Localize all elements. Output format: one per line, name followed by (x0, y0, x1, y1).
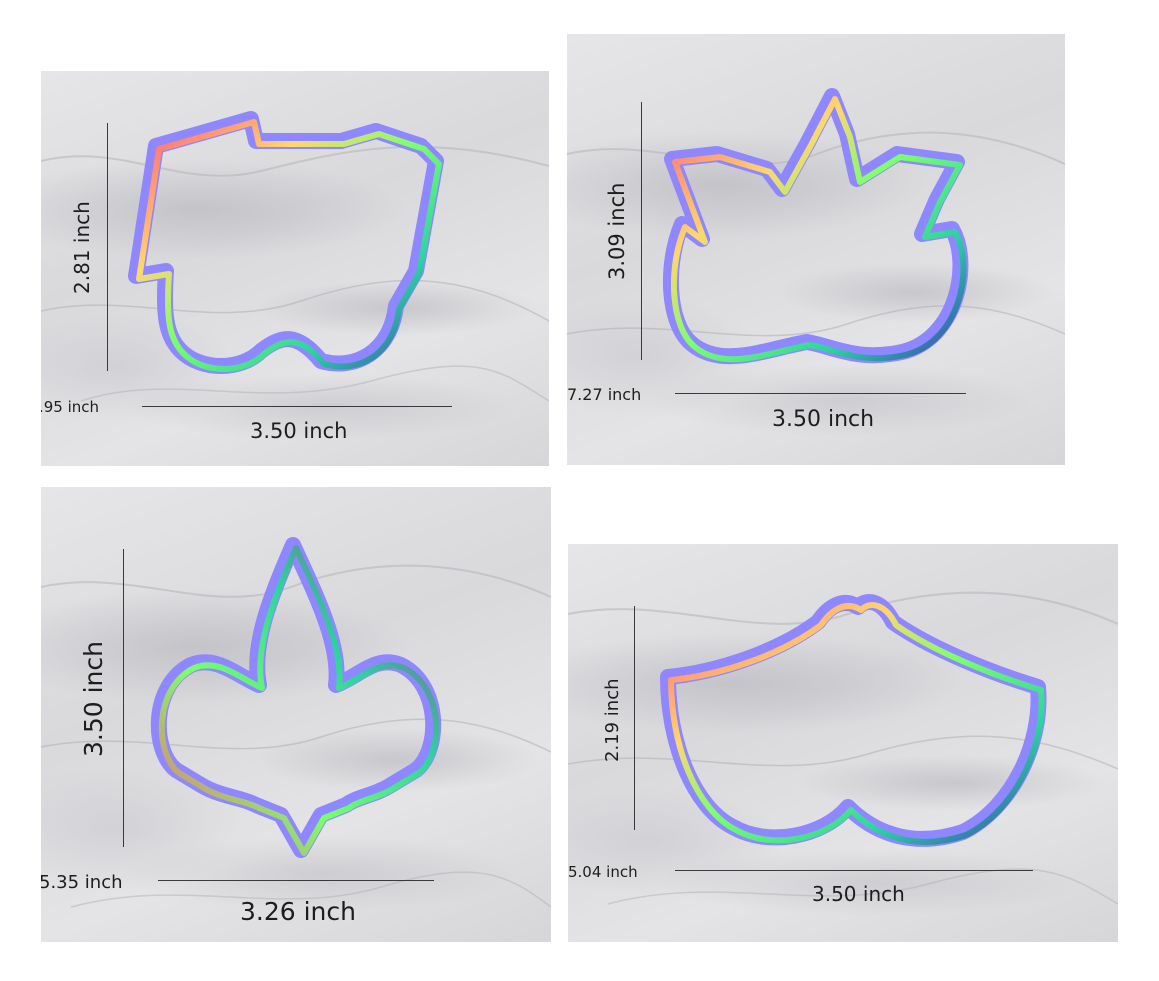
width-label: 3.50 inch (812, 882, 905, 906)
height-label: 2.19 inch (602, 678, 623, 762)
width-label: 3.50 inch (772, 407, 875, 432)
width-label: 3.26 inch (240, 897, 356, 926)
width-dimension-line (142, 406, 452, 407)
width-dimension-line (675, 393, 966, 394)
corner-label: 7.27 inch (567, 385, 642, 404)
corner-label: .95 inch (41, 398, 100, 416)
width-label: 3.50 inch (250, 419, 348, 443)
cutter-panel-train: 2.81 inch 3.50 inch .95 inch (41, 71, 549, 466)
marble-texture (567, 131, 1065, 337)
height-dimension-line (641, 102, 642, 360)
cutter-panel-lotus: 2.19 inch 3.50 inch 5.04 inch (568, 544, 1118, 942)
height-label: 3.50 inch (79, 641, 108, 757)
width-dimension-line (675, 870, 1033, 871)
train-cutter-outline (128, 111, 444, 374)
corner-label: 5.35 inch (41, 872, 123, 893)
fleur-de-lis-cutter-outline (150, 537, 442, 858)
lotus-cutter-outline (660, 594, 1047, 847)
cutter-panel-pumpkin-leaf: 3.09 inch 3.50 inch 7.27 inch (567, 34, 1065, 465)
height-dimension-line (634, 606, 635, 830)
height-label: 2.81 inch (70, 201, 94, 294)
height-dimension-line (107, 123, 108, 371)
marble-texture (568, 591, 1118, 905)
corner-label: 5.04 inch (568, 863, 638, 881)
marble-texture (41, 145, 549, 402)
height-dimension-line (123, 549, 124, 847)
pumpkin-leaf-cutter-outline (662, 88, 969, 365)
height-label: 3.09 inch (605, 182, 629, 280)
cutter-panel-fleur-de-lis: 3.50 inch 3.26 inch 5.35 inch (41, 487, 551, 942)
width-dimension-line (158, 880, 434, 881)
